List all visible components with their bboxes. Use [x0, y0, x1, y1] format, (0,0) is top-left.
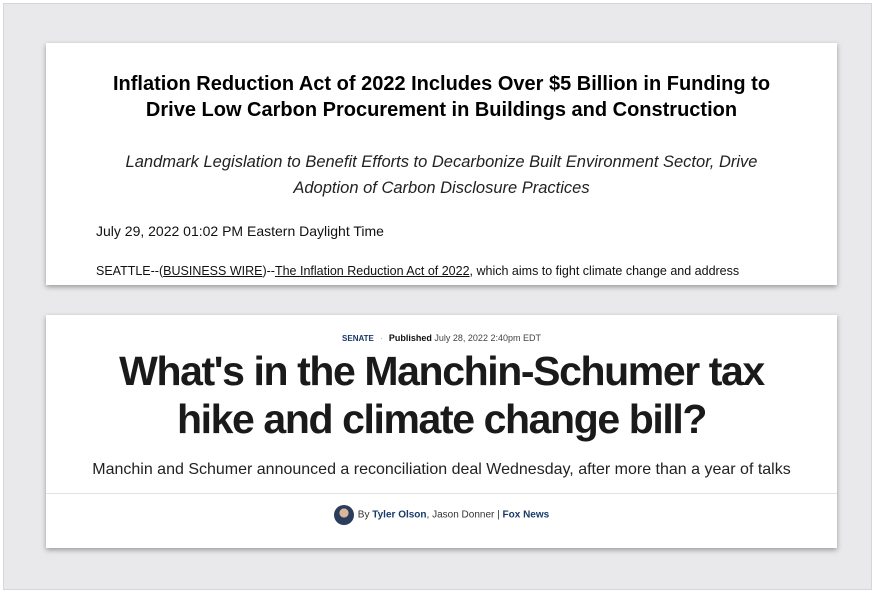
- subheadline: Landmark Legislation to Benefit Efforts …: [125, 153, 758, 197]
- link[interactable]: The Inflation Reduction Act of 2022: [274, 264, 470, 278]
- text: , which aims to fight climate change and…: [469, 264, 740, 278]
- divider: [46, 493, 837, 494]
- headline: Inflation Reduction Act of 2022 Includes…: [112, 73, 771, 121]
- date: July 29, 2022 01:02 PM Eastern Daylight …: [96, 223, 384, 239]
- meta: SENATE · Published July 28, 2022 2:40pm ED…: [46, 333, 837, 343]
- category[interactable]: SENATE: [342, 334, 374, 343]
- byline: By Tyler Olson, Jason Donner | Fox News: [46, 505, 837, 525]
- source-link[interactable]: Fox News: [502, 509, 550, 521]
- text: )--: [262, 264, 275, 278]
- link[interactable]: BUSINESS WIRE: [163, 264, 263, 278]
- author-avatar: [333, 505, 354, 525]
- by: By: [357, 509, 370, 521]
- subheadline: Manchin and Schumer announced a reconcil…: [92, 461, 791, 478]
- body: SEATTLE--(BUSINESS WIRE)--The Inflation …: [96, 264, 739, 278]
- author-link[interactable]: Tyler Olson: [372, 509, 427, 521]
- separator: ·: [379, 333, 383, 343]
- published-label: Published: [388, 333, 432, 343]
- news-article-card: SENATE · Published July 28, 2022 2:40pm ED…: [46, 315, 837, 548]
- published-date: July 28, 2022 2:40pm EDT: [434, 333, 541, 343]
- press-release-card: Inflation Reduction Act of 2022 Includes…: [46, 43, 837, 285]
- headline: What's in the Manchin-Schumer tax hike a…: [119, 348, 765, 442]
- text: SEATTLE--(: [96, 264, 164, 278]
- authors: , Jason Donner |: [426, 509, 500, 521]
